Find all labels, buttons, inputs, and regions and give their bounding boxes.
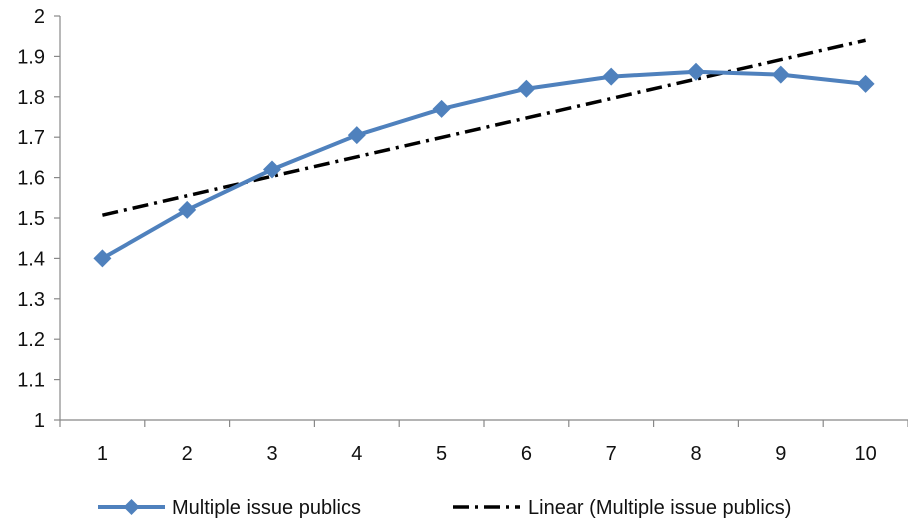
y-tick-label: 1.6 <box>17 168 45 190</box>
x-axis-ticks: 1 2 3 4 5 6 7 8 9 10 <box>59 420 908 465</box>
x-tick-label: 10 <box>854 443 876 465</box>
y-tick-label: 1.5 <box>17 208 45 230</box>
trendline <box>102 38 866 217</box>
data-point-marker <box>602 67 621 86</box>
legend: Multiple issue publics Linear (Multiple … <box>98 497 791 519</box>
x-tick-label: 3 <box>266 443 277 465</box>
data-series <box>93 62 875 268</box>
data-point-marker <box>432 99 451 118</box>
data-point-marker <box>93 249 112 268</box>
data-point-marker <box>517 79 536 98</box>
legend-label-multiple-issue-publics: Multiple issue publics <box>172 497 361 519</box>
y-tick-label: 1.8 <box>17 87 45 109</box>
y-tick-label: 2 <box>34 6 45 28</box>
y-tick-label: 1.2 <box>17 329 45 351</box>
legend-label-linear-trendline: Linear (Multiple issue publics) <box>528 497 791 519</box>
data-point-marker <box>263 160 281 179</box>
x-tick-label: 9 <box>775 443 786 465</box>
y-tick-label: 1.1 <box>17 370 45 392</box>
y-axis-ticks: 1 1.1 1.2 1.3 1.4 1.5 1.6 1.7 1.8 1.9 2 <box>17 6 60 432</box>
x-tick-label: 4 <box>351 443 362 465</box>
legend-swatch-marker <box>123 499 140 515</box>
y-tick-label: 1.4 <box>17 248 45 270</box>
x-tick-label: 8 <box>690 443 701 465</box>
y-tick-label: 1.9 <box>17 46 45 68</box>
data-point-marker <box>856 74 875 93</box>
data-point-marker <box>771 65 790 84</box>
y-tick-label: 1.3 <box>17 289 45 311</box>
data-point-marker <box>687 62 705 81</box>
linear-trendline <box>102 38 866 217</box>
series-line-multiple-issue-publics <box>101 69 866 261</box>
y-tick-label: 1.7 <box>17 127 45 149</box>
x-tick-label: 5 <box>436 443 447 465</box>
x-tick-label: 7 <box>606 443 617 465</box>
data-point-marker <box>347 126 366 145</box>
data-point-marker <box>178 200 197 219</box>
y-tick-label: 1 <box>34 410 45 432</box>
x-tick-label: 6 <box>521 443 532 465</box>
x-tick-label: 2 <box>182 443 193 465</box>
x-tick-label: 1 <box>97 443 108 465</box>
